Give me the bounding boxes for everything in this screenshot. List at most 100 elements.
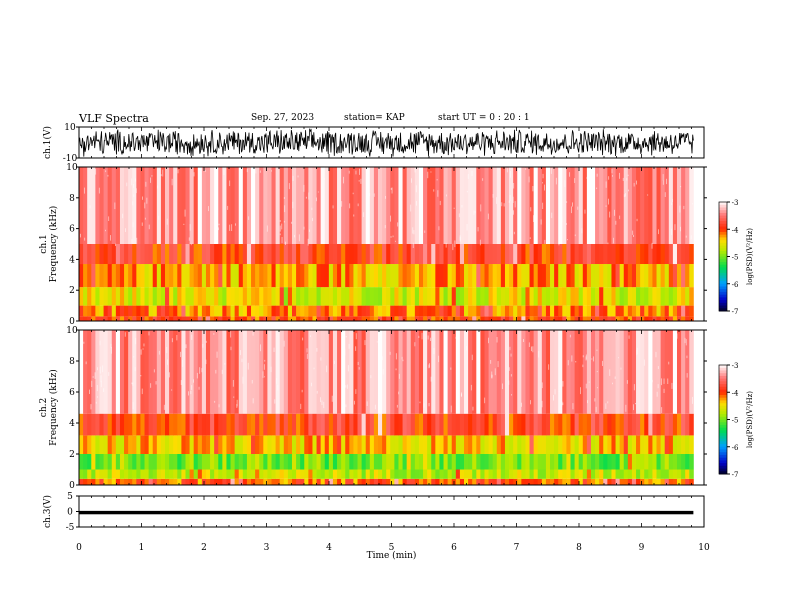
- ch2-spectrogram-cell: [365, 454, 371, 470]
- ch2-spectrogram-cell: [111, 478, 117, 485]
- ch3-waveform-ylabel: ch.3(V): [42, 495, 53, 528]
- ch2-spectrogram-cell: [689, 469, 694, 479]
- ch2-spectrogram-cell: [353, 454, 358, 470]
- ch1-spectrogram-cell: [197, 244, 203, 265]
- ch1-spectrogram-cell: [484, 287, 489, 306]
- ch1-spectrogram-speckle: [107, 174, 109, 177]
- ch1-spectrogram-cell: [201, 305, 207, 317]
- ch1-spectrogram-speckle: [479, 239, 481, 246]
- ch2-spectrogram-colorbar-swatch: [719, 394, 727, 399]
- ch1-spectrogram-speckle: [131, 178, 133, 186]
- ch1-spectrogram-cell: [115, 316, 121, 321]
- ch2-spectrogram-cell: [304, 469, 309, 479]
- ch1-spectrogram-cell: [124, 287, 129, 306]
- ch1-spectrogram-cell: [611, 287, 616, 306]
- ch2-spectrogram-cell: [668, 435, 674, 454]
- ch2-spectrogram-cell: [345, 435, 350, 454]
- ch2-spectrogram-cell: [275, 469, 281, 479]
- ch1-spectrogram-cell: [529, 167, 535, 244]
- ch1-spectrogram-cell: [398, 167, 403, 244]
- ch2-spectrogram-cell: [361, 435, 367, 454]
- ch2-spectrogram-cell: [275, 478, 281, 485]
- ch2-spectrogram-cell: [255, 454, 260, 470]
- ch1-spectrogram-cell: [324, 305, 330, 317]
- ch1-spectrogram-cell: [107, 287, 113, 306]
- ch2-spectrogram-cell: [251, 478, 256, 485]
- ch2-spectrogram-cell: [246, 454, 252, 470]
- ch1-spectrogram-cell: [353, 305, 358, 317]
- ch1-spectrogram-speckle: [608, 176, 610, 180]
- ch2-spectrogram-cell: [599, 413, 604, 436]
- ch2-spectrogram-cell: [582, 478, 588, 485]
- x-tick-label: 2: [201, 543, 207, 553]
- ch2-spectrogram-cell: [431, 330, 436, 414]
- ch1-spectrogram-speckle: [555, 177, 557, 185]
- ch2-spectrogram-speckle: [196, 372, 198, 379]
- ch2-spectrogram-cell: [115, 435, 121, 454]
- ch2-spectrogram-cell: [509, 478, 514, 485]
- ch2-spectrogram-cell: [115, 469, 121, 479]
- ch1-spectrogram-cell: [627, 244, 633, 265]
- ch1-spectrogram-cell: [472, 305, 477, 317]
- ch1-spectrogram-cell: [681, 244, 686, 265]
- ch2-spectrogram-speckle: [355, 333, 357, 340]
- ch1-spectrogram-speckle: [560, 168, 561, 170]
- ch2-spectrogram-speckle: [508, 380, 510, 385]
- ch2-spectrogram-speckle: [341, 332, 343, 337]
- ch2-spectrogram-cell: [521, 330, 526, 414]
- ch2-spectrogram-speckle: [620, 367, 622, 370]
- ch2-spectrogram-speckle: [626, 380, 628, 384]
- ch1-spectrogram-cell: [136, 287, 141, 306]
- ch2-spectrogram-cell: [476, 454, 481, 470]
- ch1-spectrogram-cell: [636, 316, 641, 321]
- ch2-spectrogram-cell: [308, 413, 313, 436]
- ch1-spectrogram-cell: [455, 244, 461, 265]
- ch1-spectrogram-speckle: [459, 235, 461, 241]
- ch2-spectrogram-cell: [267, 478, 272, 485]
- ch2-spectrogram-cell: [185, 330, 190, 414]
- ch2-spectrogram-cell: [480, 413, 485, 436]
- ch2-spectrogram-cell: [132, 454, 137, 470]
- ch2-spectrogram-cell: [529, 454, 535, 470]
- ch2-spectrogram-speckle: [541, 400, 543, 408]
- ch1-spectrogram-cell: [668, 287, 674, 306]
- ch1-spectrogram-speckle: [569, 172, 570, 177]
- ch2-spectrogram-cell: [472, 454, 477, 470]
- ch2-spectrogram-cell: [316, 413, 322, 436]
- ch2-spectrogram-cell: [656, 413, 662, 436]
- ch1-spectrogram-cell: [676, 167, 682, 244]
- ch1-spectrogram-cell: [300, 264, 305, 288]
- ch1-spectrogram-cell: [554, 287, 559, 306]
- ch1-spectrogram-cell: [271, 316, 276, 321]
- ch1-spectrogram-cell: [287, 316, 293, 321]
- ch1-spectrogram-speckle: [122, 213, 124, 219]
- ch2-spectrogram-cell: [660, 478, 666, 485]
- ch1-spectrogram-cell: [169, 287, 174, 306]
- ch1-spectrogram-cell: [226, 264, 231, 288]
- ch1-spectrogram-cell: [595, 287, 600, 306]
- ch2-spectrogram-cell: [251, 413, 256, 436]
- ch2-spectrogram-cell: [468, 330, 473, 414]
- ch1-spectrogram-cell: [480, 287, 485, 306]
- ch2-spectrogram-speckle: [561, 401, 563, 407]
- ch2-spectrogram-speckle: [99, 366, 101, 374]
- ch1-spectrogram-cell: [373, 264, 379, 288]
- ch2-spectrogram-speckle: [283, 340, 285, 347]
- ch1-spectrogram-cell: [562, 167, 567, 244]
- ch2-spectrogram-cell: [541, 469, 547, 479]
- ch2-spectrogram-cell: [234, 330, 240, 414]
- ch2-spectrogram-cell: [300, 478, 305, 485]
- ch2-spectrogram-cell: [259, 469, 264, 479]
- ch2-spectrogram-cell: [124, 478, 129, 485]
- ch2-spectrogram-cell: [398, 330, 403, 414]
- ch1-spectrogram-cell: [173, 244, 178, 265]
- ch2-spectrogram-cell: [365, 413, 371, 436]
- ch1-spectrogram-cell: [550, 305, 555, 317]
- ch2-spectrogram-cell: [410, 413, 416, 436]
- ch1-spectrogram-cell: [615, 287, 621, 306]
- ch2-spectrogram-speckle: [310, 335, 311, 337]
- ch1-spectrogram-speckle: [588, 236, 590, 244]
- ch1-spectrogram-cell: [418, 305, 424, 317]
- ch1-spectrogram-cell: [173, 305, 178, 317]
- ch1-spectrogram-cell: [132, 305, 137, 317]
